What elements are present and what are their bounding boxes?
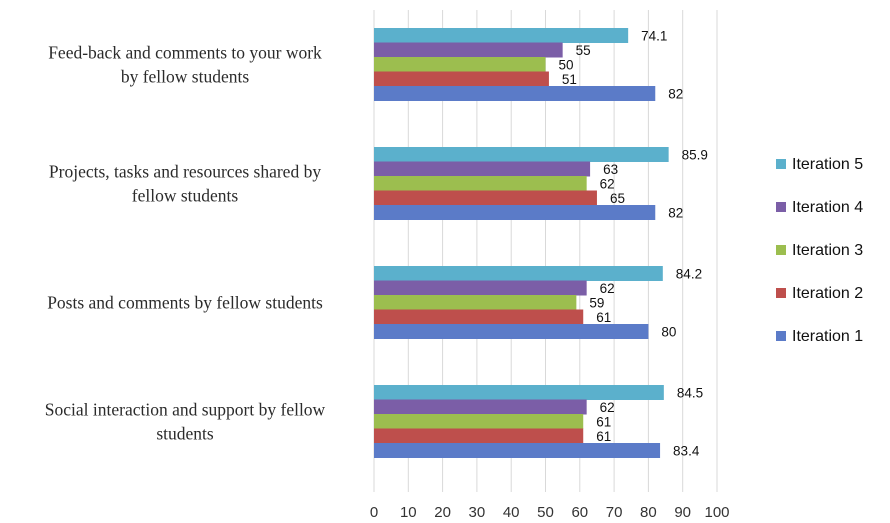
category-label: students [156, 423, 214, 443]
category-label: Posts and comments by fellow students [47, 292, 323, 312]
x-tick-label: 40 [503, 504, 520, 521]
x-tick-label: 60 [571, 504, 588, 521]
data-label: 84.2 [676, 267, 702, 282]
x-tick-label: 0 [370, 504, 378, 521]
x-tick-label: 80 [640, 504, 657, 521]
bar [374, 71, 549, 87]
x-tick-label: 10 [400, 504, 417, 521]
legend-swatch [776, 202, 786, 212]
data-label: 62 [600, 177, 615, 192]
legend-entry-label: Iteration 3 [792, 242, 863, 259]
category-label: Social interaction and support by fellow [45, 399, 326, 419]
bar [374, 28, 629, 43]
data-label: 51 [562, 72, 577, 87]
x-tick-label: 50 [537, 504, 554, 521]
category-label: Projects, tasks and resources shared by [49, 161, 321, 181]
bar [374, 147, 669, 162]
category-label: fellow students [132, 185, 239, 205]
data-label: 65 [610, 191, 625, 206]
category-labels: Feed-back and comments to your work by fe… [45, 42, 326, 443]
bar [374, 428, 584, 444]
data-label: 84.5 [677, 386, 703, 401]
legend-swatch [776, 331, 786, 341]
data-label: 62 [600, 281, 615, 296]
data-labels: 74.15550518285.96362658284.26259618084.5… [559, 29, 708, 459]
category-label: Feed-back and comments to your work [48, 42, 322, 62]
data-label: 61 [596, 429, 611, 444]
bar [374, 190, 597, 206]
legend-entry-label: Iteration 1 [792, 328, 863, 345]
x-tick-label: 30 [469, 504, 486, 521]
legend-entry-label: Iteration 5 [792, 156, 863, 173]
data-label: 83.4 [673, 444, 700, 459]
data-label: 55 [576, 43, 591, 58]
x-tick-label: 90 [674, 504, 691, 521]
legend-swatch [776, 245, 786, 255]
x-axis-ticks: 0 10 20 30 40 50 60 70 80 90 100 [370, 504, 730, 521]
data-label: 74.1 [641, 29, 667, 44]
bar [374, 399, 587, 415]
data-label: 62 [600, 400, 615, 415]
bar [374, 57, 546, 72]
data-label: 80 [661, 325, 676, 340]
legend-entry-label: Iteration 2 [792, 285, 863, 302]
bar [374, 280, 587, 296]
legend-swatch [776, 288, 786, 298]
bar [374, 86, 656, 101]
bar [374, 414, 584, 429]
data-label: 82 [668, 206, 683, 221]
data-label: 50 [559, 58, 574, 73]
bar [374, 266, 663, 281]
x-tick-label: 100 [704, 504, 729, 521]
x-tick-label: 20 [434, 504, 451, 521]
data-label: 59 [589, 296, 604, 311]
bar [374, 443, 661, 458]
bar [374, 42, 563, 58]
bar [374, 309, 584, 325]
bar [374, 324, 649, 339]
category-label: by fellow students [121, 66, 250, 86]
bar [374, 295, 577, 310]
data-label: 82 [668, 87, 683, 102]
legend-swatch [776, 159, 786, 169]
legend-entry-label: Iteration 4 [792, 199, 863, 216]
bar [374, 385, 664, 400]
data-label: 61 [596, 415, 611, 430]
data-label: 63 [603, 162, 618, 177]
data-label: 61 [596, 310, 611, 325]
bar [374, 205, 656, 220]
x-tick-label: 70 [606, 504, 623, 521]
data-label: 85.9 [682, 148, 708, 163]
bars [374, 28, 669, 458]
bar [374, 161, 591, 177]
legend: Iteration 5 Iteration 4 Iteration 3 Iterati… [776, 156, 863, 345]
bar [374, 176, 587, 191]
